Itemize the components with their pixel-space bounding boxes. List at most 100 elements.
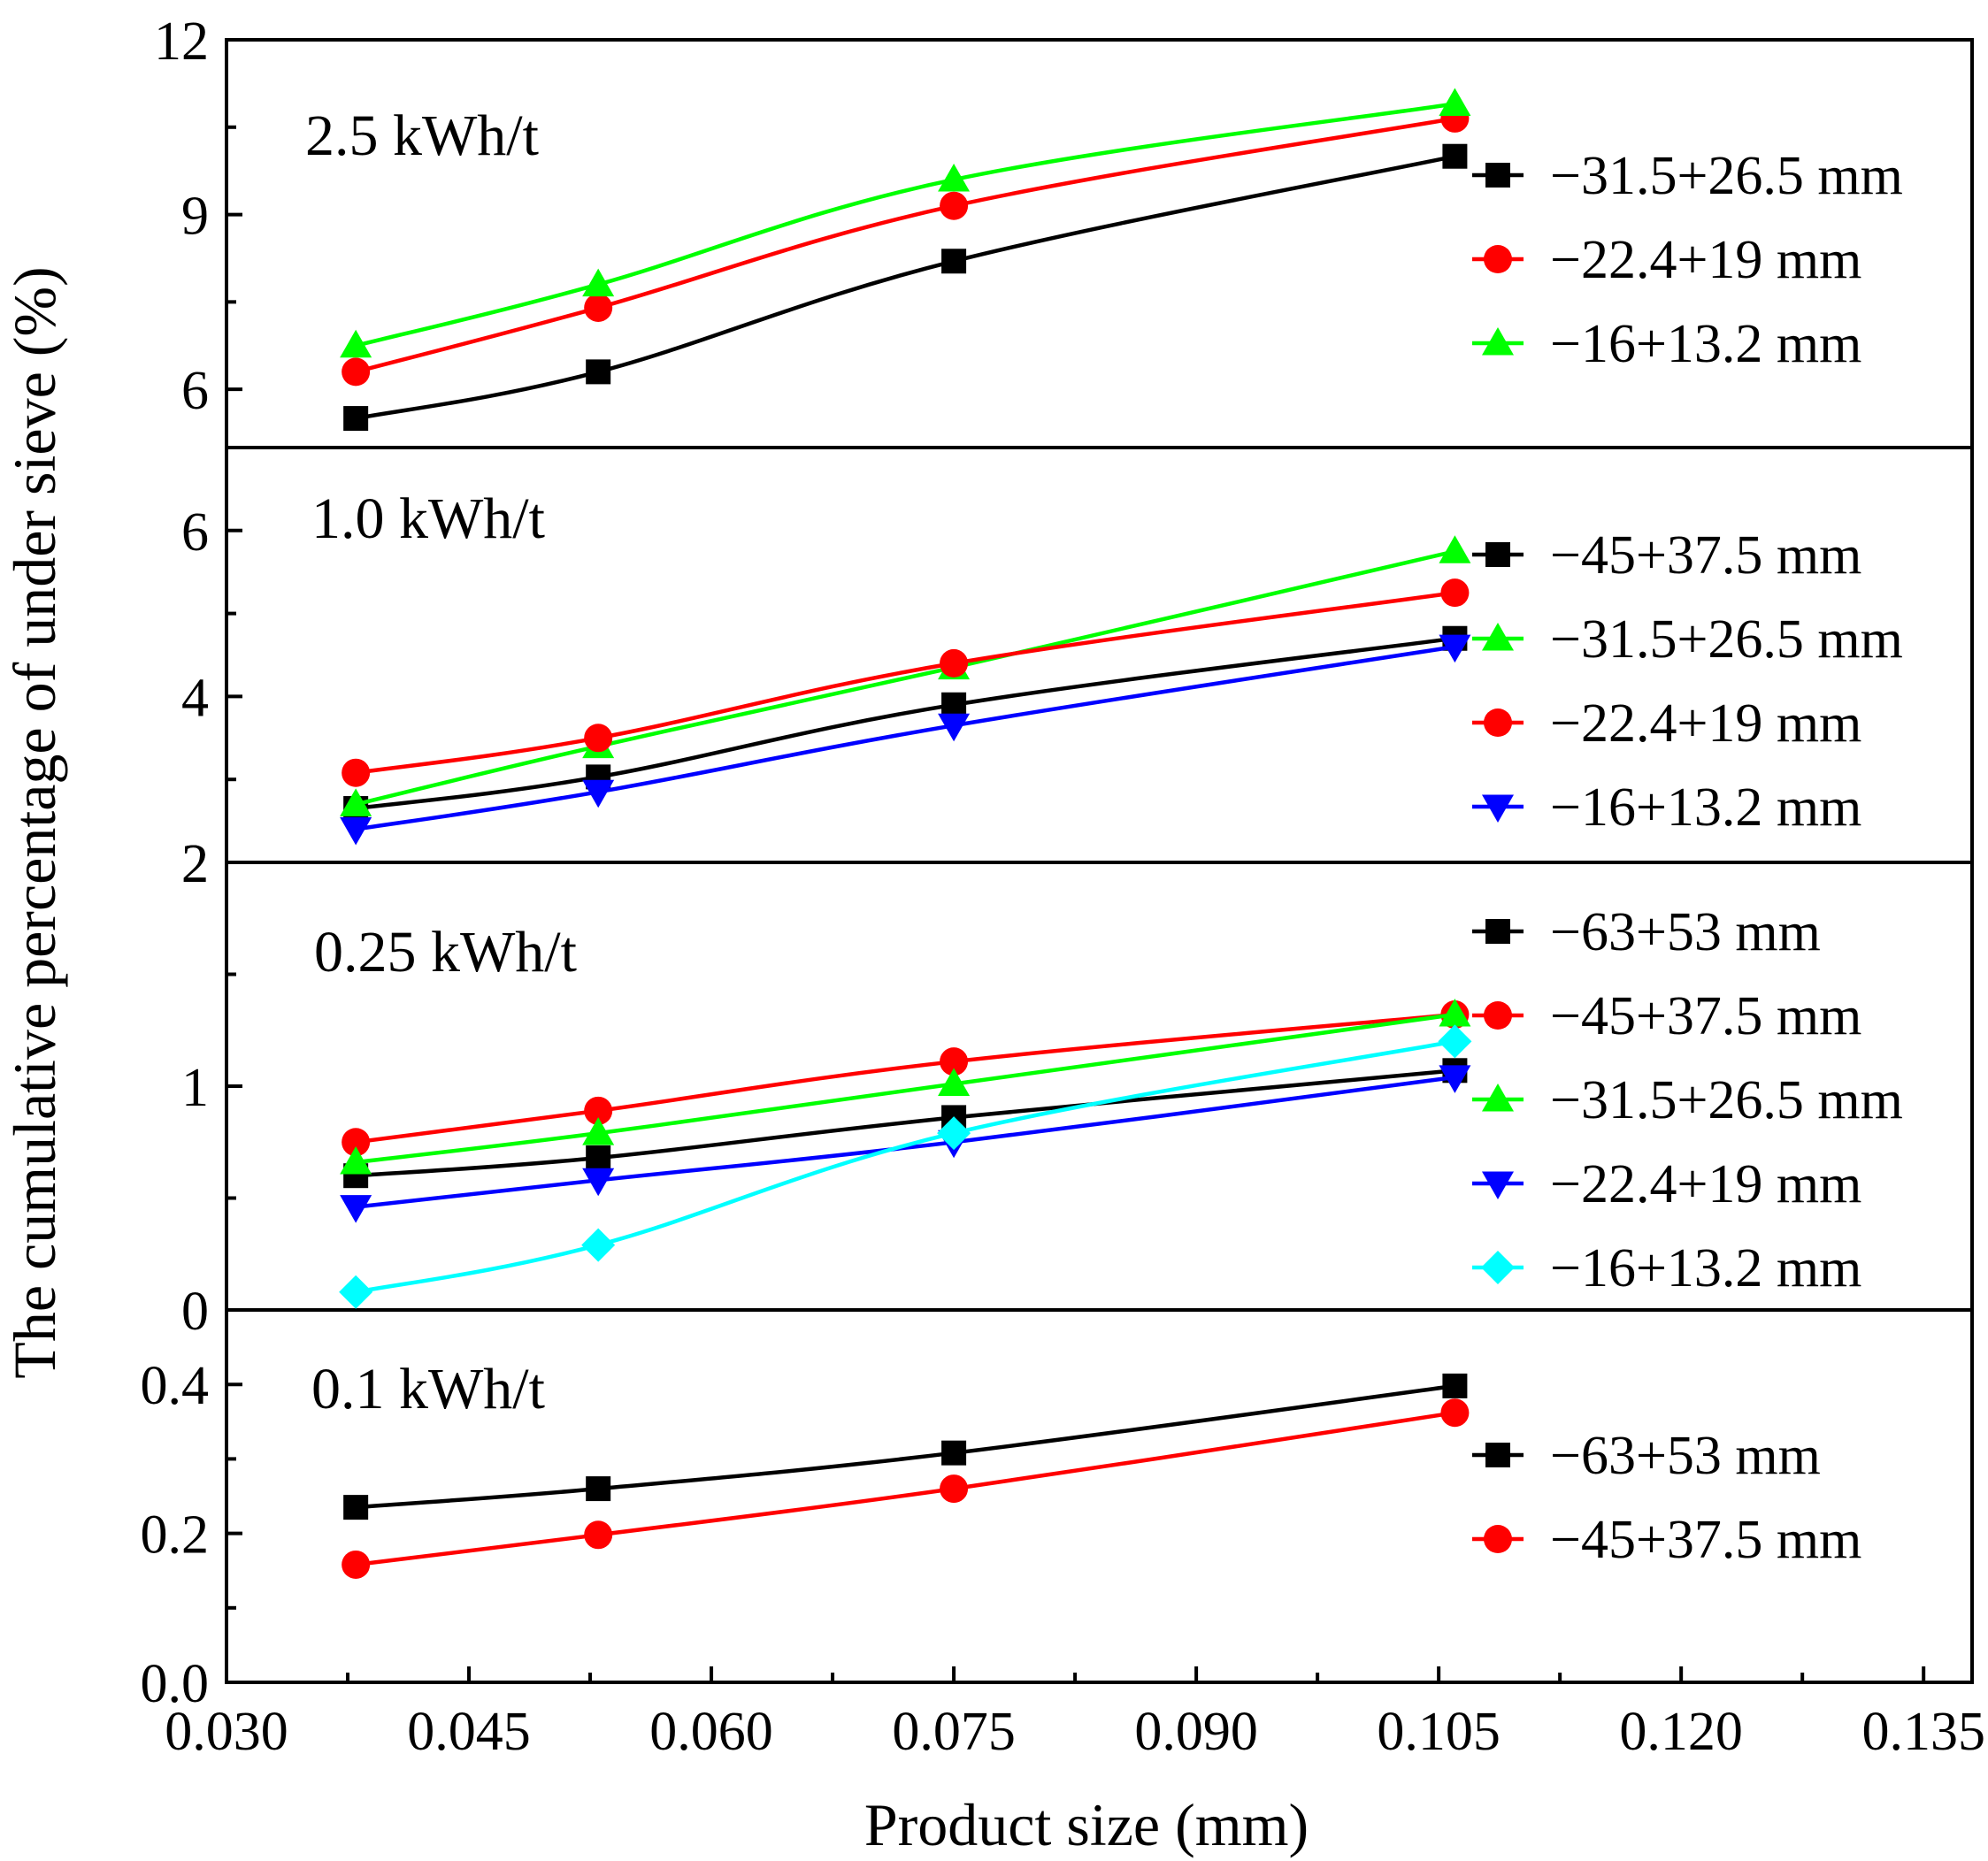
data-point-p025-3-1 xyxy=(582,1168,615,1197)
legend-marker-p025-3 xyxy=(1482,1171,1514,1199)
y-tick-label-p01: 0.0 xyxy=(141,1654,210,1714)
data-point-p025-3-0 xyxy=(340,1195,372,1223)
panel-label-p01: 0.1 kWh/t xyxy=(311,1357,545,1421)
panel-labels: 2.5 kWh/t 1.0 kWh/t 0.25 kWh/t 0.1 kWh/t xyxy=(305,103,577,1421)
legends: −31.5+26.5 mm −22.4+19 mm −16+13.2 mm −45+3… xyxy=(1472,146,1903,1570)
y-tick-label-p01: 0.4 xyxy=(141,1356,210,1416)
x-tick-label: 0.090 xyxy=(1134,1702,1258,1762)
legend-label-p025-3: −22.4+19 mm xyxy=(1550,1154,1861,1214)
legend-label-p10-3: −16+13.2 mm xyxy=(1550,777,1861,838)
data-point-p01-0-0 xyxy=(343,1495,369,1520)
data-point-p25-0-3 xyxy=(1442,143,1468,169)
data-point-p025-4-2 xyxy=(937,1116,971,1151)
series-line-p025-2 xyxy=(353,1012,1457,1165)
data-point-p10-1-0 xyxy=(340,788,372,816)
data-point-p10-3-3 xyxy=(1439,634,1471,663)
series-line-p01-0 xyxy=(353,1383,1457,1510)
data-point-p025-4-1 xyxy=(581,1228,616,1262)
legend-marker-p025-1 xyxy=(1484,1001,1512,1030)
series-line-p10-2 xyxy=(353,590,1457,775)
y-tick-label-p025: 0 xyxy=(181,1282,209,1342)
legend-marker-p25-0 xyxy=(1485,163,1510,188)
legend-label-p25-1: −22.4+19 mm xyxy=(1550,230,1861,290)
data-point-p10-3-1 xyxy=(582,779,615,808)
data-point-p01-0-2 xyxy=(941,1440,967,1466)
data-point-p25-0-0 xyxy=(343,406,369,432)
data-point-p25-0-1 xyxy=(586,359,611,385)
x-tick-label: 0.030 xyxy=(165,1702,288,1762)
series-line-p25-1 xyxy=(353,116,1457,374)
legend-marker-p10-2 xyxy=(1484,708,1512,737)
series-layer xyxy=(339,88,1472,1579)
series-line-p025-4 xyxy=(353,1039,1457,1295)
legend-label-p025-4: −16+13.2 mm xyxy=(1550,1238,1861,1298)
data-point-p25-0-2 xyxy=(941,249,967,274)
data-point-p025-3-3 xyxy=(1439,1065,1471,1093)
series-line-p10-1 xyxy=(353,549,1457,807)
legend-label-p01-1: −45+37.5 mm xyxy=(1550,1510,1861,1570)
series-line-p10-0 xyxy=(353,636,1457,811)
data-point-p10-2-3 xyxy=(1440,578,1470,608)
legend-label-p25-0: −31.5+26.5 mm xyxy=(1550,146,1903,206)
legend-marker-p025-2 xyxy=(1482,1084,1514,1112)
panel-label-p025: 0.25 kWh/t xyxy=(314,920,577,984)
legend-marker-p25-2 xyxy=(1482,327,1514,356)
legend-marker-p10-1 xyxy=(1482,623,1514,651)
data-point-p025-2-0 xyxy=(340,1146,372,1175)
data-point-p025-2-2 xyxy=(938,1068,971,1096)
x-tick-label: 0.060 xyxy=(649,1702,773,1762)
series-line-p025-0 xyxy=(353,1068,1457,1178)
panel-frame-p01 xyxy=(225,1308,1974,1684)
data-point-p25-2-2 xyxy=(938,164,971,192)
data-point-p25-1-1 xyxy=(584,293,613,322)
panel-label-p10: 1.0 kWh/t xyxy=(311,486,545,551)
data-point-p01-1-2 xyxy=(940,1474,969,1504)
data-point-p10-0-2 xyxy=(941,692,967,717)
x-tick-label: 0.105 xyxy=(1377,1702,1501,1762)
panel-frames xyxy=(225,38,1974,1684)
legend-label-p10-0: −45+37.5 mm xyxy=(1550,525,1861,586)
panel-label-p25: 2.5 kWh/t xyxy=(305,103,539,168)
y-tick-label-p25: 6 xyxy=(181,361,209,421)
data-point-p10-2-2 xyxy=(940,648,969,678)
data-point-p01-0-3 xyxy=(1442,1373,1468,1398)
data-point-p10-2-0 xyxy=(342,758,371,787)
data-point-p25-1-2 xyxy=(940,191,969,220)
series-line-p25-2 xyxy=(353,102,1457,348)
legend-label-p10-2: −22.4+19 mm xyxy=(1550,693,1861,754)
x-tick-label: 0.120 xyxy=(1619,1702,1743,1762)
y-tick-label-p025: 2 xyxy=(181,834,209,894)
series-line-p10-3 xyxy=(353,644,1457,831)
data-point-p25-2-3 xyxy=(1439,88,1471,116)
data-point-p025-4-0 xyxy=(339,1275,373,1309)
data-point-p025-4-3 xyxy=(1438,1024,1472,1059)
data-point-p025-1-0 xyxy=(342,1128,371,1157)
y-tick-label-p25: 9 xyxy=(181,187,209,247)
y-tick-label-p10: 6 xyxy=(181,502,209,563)
data-point-p01-1-0 xyxy=(342,1550,371,1579)
legend-label-p025-2: −31.5+26.5 mm xyxy=(1550,1070,1903,1130)
legend-label-p25-2: −16+13.2 mm xyxy=(1550,314,1861,374)
data-point-p10-3-2 xyxy=(938,713,971,742)
data-point-p025-0-1 xyxy=(586,1145,611,1170)
x-tick-label: 0.075 xyxy=(892,1702,1016,1762)
data-point-p025-2-1 xyxy=(582,1117,615,1145)
data-point-p10-3-0 xyxy=(340,816,372,846)
legend-marker-p025-4 xyxy=(1481,1251,1515,1284)
y-tick-label-p10: 2 xyxy=(181,834,209,894)
x-axis-title: Product size (mm) xyxy=(864,1791,1309,1858)
data-point-p01-1-3 xyxy=(1440,1398,1470,1428)
data-point-p025-1-2 xyxy=(940,1047,969,1076)
y-tick-label-p25: 12 xyxy=(154,11,209,72)
axis-ticks xyxy=(225,38,1926,1684)
data-point-p25-2-0 xyxy=(340,329,372,358)
legend-label-p10-1: −31.5+26.5 mm xyxy=(1550,609,1903,670)
series-line-p025-3 xyxy=(353,1075,1457,1209)
series-line-p25-0 xyxy=(353,154,1457,421)
legend-marker-p10-0 xyxy=(1485,542,1510,567)
data-point-p01-1-1 xyxy=(584,1520,613,1550)
data-point-p01-0-1 xyxy=(586,1476,611,1502)
data-point-p025-2-3 xyxy=(1439,999,1471,1027)
